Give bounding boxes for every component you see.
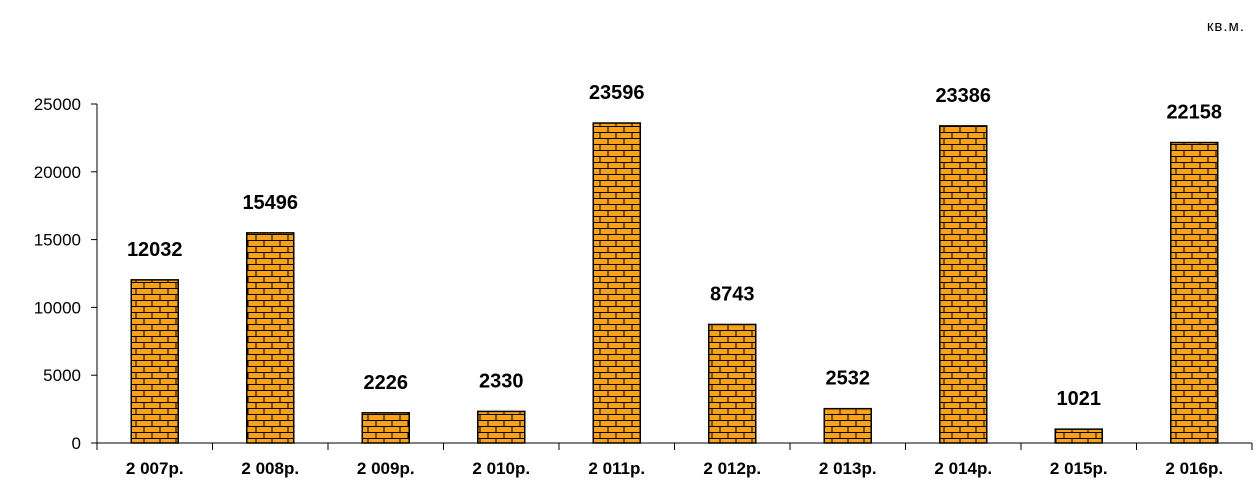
- x-tick-label: 2 011р.: [588, 459, 645, 478]
- data-label: 8743: [710, 283, 755, 305]
- data-labels: 12032 15496 2226 2330 23596 8743 2532 23386 1021…: [127, 82, 1222, 410]
- bar: [939, 125, 988, 444]
- x-tick-label: 2 009р.: [357, 459, 415, 478]
- x-tick-label: 2 012р.: [703, 459, 761, 478]
- y-axis-ticks: 0 5000 10000 15000 20000 25000: [34, 95, 97, 453]
- y-tick-label: 0: [72, 434, 81, 453]
- data-label: 2226: [364, 372, 409, 394]
- bar: [1170, 141, 1219, 444]
- y-tick-label: 25000: [34, 95, 81, 114]
- bar: [823, 407, 872, 444]
- bars: [130, 122, 1219, 444]
- bar: [246, 232, 295, 444]
- y-tick-label: 20000: [34, 163, 81, 182]
- bar: [1054, 428, 1103, 444]
- data-label: 15496: [242, 192, 298, 214]
- y-tick-label: 5000: [43, 366, 81, 385]
- unit-label: кв.м.: [1206, 18, 1245, 35]
- bar: [477, 410, 526, 444]
- x-axis-labels: 2 007р. 2 008р. 2 009р. 2 010р. 2 011р. 2 012…: [96, 443, 1253, 478]
- x-tick-label: 2 013р.: [819, 459, 877, 478]
- data-label: 23596: [589, 82, 645, 104]
- data-label: 2532: [826, 368, 871, 390]
- x-tick-label: 2 007р.: [126, 459, 184, 478]
- x-tick-label: 2 008р.: [241, 459, 299, 478]
- bar: [592, 122, 641, 444]
- x-tick-label: 2 016р.: [1165, 459, 1223, 478]
- bar: [708, 323, 757, 444]
- y-tick-label: 15000: [34, 231, 81, 250]
- x-tick-label: 2 015р.: [1050, 459, 1108, 478]
- data-label: 2330: [479, 370, 524, 392]
- bar: [361, 412, 410, 444]
- data-label: 12032: [127, 239, 183, 261]
- y-tick-label: 10000: [34, 298, 81, 317]
- bar: [130, 279, 179, 444]
- data-label: 22158: [1166, 102, 1222, 124]
- data-label: 23386: [935, 85, 991, 107]
- x-tick-label: 2 010р.: [472, 459, 530, 478]
- data-label: 1021: [1057, 388, 1102, 410]
- x-tick-label: 2 014р.: [934, 459, 992, 478]
